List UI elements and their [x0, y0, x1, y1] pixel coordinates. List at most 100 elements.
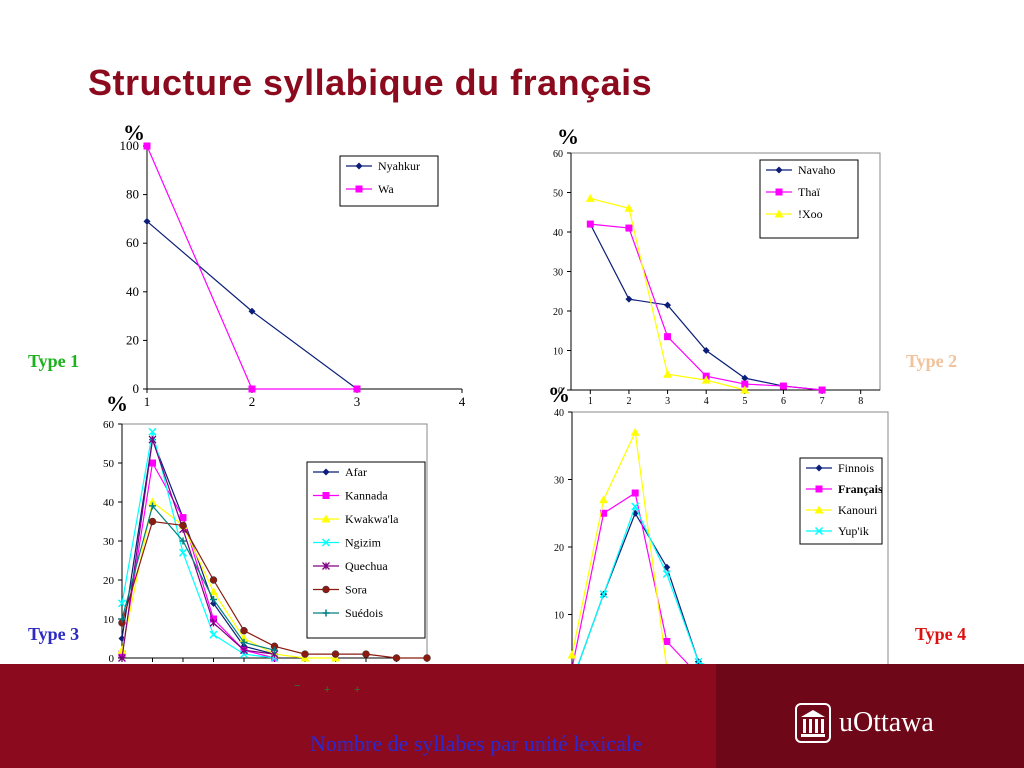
data-point [148, 427, 157, 436]
data-point [740, 385, 750, 394]
series-wa [143, 142, 361, 393]
x-tick-label: 6 [781, 396, 786, 407]
data-point [624, 203, 634, 212]
y-tick-label: 0 [133, 381, 140, 396]
data-point [631, 502, 640, 511]
x-tick-label: 4 [459, 394, 466, 409]
data-point [210, 596, 217, 603]
percent-label-chart2: % [557, 124, 579, 149]
legend-marker [322, 492, 330, 499]
legend-label: Finnois [838, 461, 874, 475]
legend-marker [355, 162, 363, 170]
data-point [117, 645, 127, 654]
legend: Navaho Thaï !Xoo [759, 159, 859, 239]
series-line [146, 220, 358, 390]
y-tick-label: 10 [554, 611, 564, 622]
data-point [567, 650, 577, 659]
data-point [179, 521, 187, 530]
y-tick-label: 40 [554, 408, 564, 419]
data-point [599, 495, 609, 504]
y-tick-label: 0 [109, 653, 115, 665]
series-sora [118, 517, 431, 662]
data-point [118, 654, 126, 662]
stray-mark-2: + [324, 684, 331, 696]
data-point [600, 509, 608, 517]
legend-label: !Xoo [798, 207, 823, 221]
data-point [625, 224, 633, 232]
y-tick-label: 50 [553, 189, 563, 200]
y-tick-label: 50 [103, 458, 115, 470]
legend-label: Sora [345, 583, 368, 597]
data-point [362, 650, 370, 658]
y-tick-label: 40 [553, 228, 563, 239]
data-point [741, 380, 749, 388]
data-point [248, 307, 256, 315]
stray-mark-1: − [294, 680, 301, 692]
legend: Afar Kannada Kwakwa'la Ngizim Quechua Sora Sué… [306, 461, 426, 639]
y-tick-label: 60 [103, 419, 115, 431]
legend-marker [814, 526, 824, 536]
y-tick-label: 20 [554, 543, 564, 554]
data-point [117, 599, 127, 608]
legend-marker [355, 185, 363, 193]
data-point [818, 386, 826, 394]
legend-label: Kanouri [838, 503, 878, 517]
x-tick-label: 5 [742, 396, 747, 407]
legend-marker [322, 562, 330, 570]
y-tick-label: 30 [103, 536, 115, 548]
data-point [625, 295, 633, 303]
data-point [779, 382, 787, 390]
legend-label: Navaho [798, 163, 835, 177]
data-point [209, 618, 218, 627]
percent-label-chart1: % [123, 120, 145, 145]
data-point [392, 654, 401, 662]
x-tick-label: 2 [249, 394, 256, 409]
data-point [179, 537, 187, 545]
legend-marker [815, 485, 823, 493]
data-point [702, 347, 710, 354]
legend-marker [775, 166, 783, 174]
logo-text: uOttawa [839, 707, 934, 738]
data-point [585, 193, 595, 202]
data-point [301, 650, 309, 658]
data-point [331, 650, 340, 658]
data-point [663, 563, 671, 571]
y-tick-label: 40 [126, 284, 139, 299]
data-point [586, 220, 594, 228]
y-tick-label: 100 [120, 138, 140, 153]
data-point [271, 646, 278, 654]
legend-label: Afar [345, 465, 367, 479]
data-point [209, 630, 218, 639]
data-point [741, 374, 749, 382]
data-point [630, 427, 640, 436]
data-point [248, 385, 256, 393]
y-tick-label: 20 [553, 307, 563, 318]
legend-marker [322, 609, 330, 617]
data-point [664, 333, 672, 341]
legend-marker [774, 209, 784, 218]
data-point [209, 587, 218, 596]
data-point [240, 626, 248, 635]
uottawa-logo: uOttawa [795, 703, 934, 743]
x-tick-label: 2 [626, 396, 631, 407]
page-title: Structure syllabique du français [88, 62, 653, 103]
series-line [146, 145, 357, 390]
legend-marker [814, 505, 824, 514]
y-tick-label: 20 [126, 332, 139, 347]
y-tick-label: 30 [554, 476, 564, 487]
legend-marker [775, 188, 783, 196]
legend-label: Ngizim [345, 536, 382, 550]
series-line [121, 504, 275, 651]
legend-box [339, 155, 439, 207]
percent-label-chart3: % [106, 391, 128, 416]
y-tick-label: 10 [103, 614, 115, 626]
chart-type-1: 0 20 40 60 80 100 1 2 3 4 Nyahkur Wa [120, 138, 466, 409]
series-line [121, 439, 275, 659]
data-point [631, 489, 639, 497]
type-3-label: Type 3 [28, 624, 80, 644]
x-tick-label: 1 [144, 394, 151, 409]
legend-label: Thaï [798, 185, 821, 199]
y-tick-label: 0 [558, 386, 563, 397]
data-point [664, 301, 672, 309]
data-point [210, 615, 217, 623]
